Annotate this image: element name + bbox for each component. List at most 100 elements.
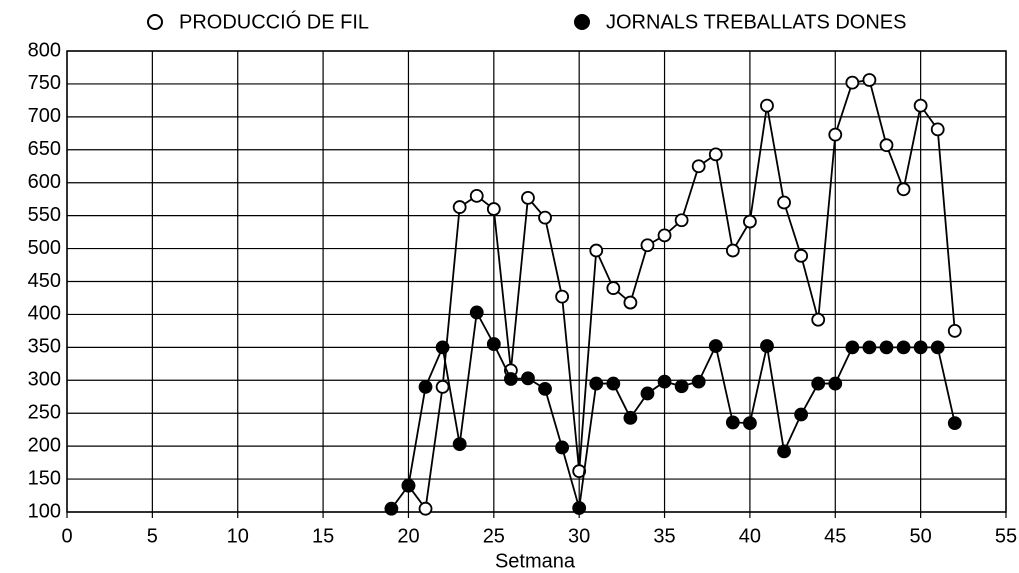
y-tick-label: 450 bbox=[28, 270, 61, 292]
data-point bbox=[913, 98, 928, 113]
x-tick-label: 5 bbox=[147, 525, 158, 547]
data-point bbox=[691, 374, 706, 389]
data-point bbox=[521, 190, 535, 205]
data-point bbox=[828, 127, 843, 142]
data-point bbox=[623, 410, 638, 425]
y-tick-label: 350 bbox=[28, 336, 61, 358]
data-point bbox=[589, 376, 604, 391]
data-point bbox=[760, 98, 774, 113]
x-tick-label: 10 bbox=[227, 525, 249, 547]
x-tick-label: 40 bbox=[739, 525, 761, 547]
data-point bbox=[879, 340, 894, 355]
y-tick-label: 250 bbox=[28, 401, 61, 423]
x-tick-label: 35 bbox=[653, 525, 675, 547]
data-point bbox=[862, 340, 877, 355]
y-tick-label: 650 bbox=[28, 138, 61, 160]
legend-marker bbox=[574, 14, 590, 30]
data-point bbox=[589, 243, 604, 258]
series-line bbox=[390, 309, 956, 510]
y-tick-label: 550 bbox=[28, 204, 61, 226]
y-tick-label: 300 bbox=[28, 369, 61, 391]
legend-label: PRODUCCIÓ DE FIL bbox=[179, 10, 369, 33]
data-point bbox=[486, 202, 501, 216]
data-point bbox=[469, 305, 484, 320]
data-point bbox=[452, 437, 467, 452]
data-point bbox=[947, 416, 962, 430]
data-point bbox=[503, 372, 518, 386]
data-point bbox=[674, 213, 689, 228]
data-point bbox=[777, 444, 791, 459]
y-tick-label: 150 bbox=[28, 467, 61, 489]
y-tick-label: 800 bbox=[28, 39, 61, 61]
data-point bbox=[811, 312, 826, 327]
data-point bbox=[725, 415, 740, 430]
data-point bbox=[794, 248, 809, 263]
data-point bbox=[623, 295, 638, 310]
data-point bbox=[572, 501, 587, 515]
data-point bbox=[401, 478, 416, 493]
data-point bbox=[794, 407, 809, 422]
data-point bbox=[708, 339, 723, 353]
data-point bbox=[640, 238, 655, 253]
data-point bbox=[418, 501, 433, 516]
data-point bbox=[862, 73, 877, 87]
y-tick-label: 500 bbox=[28, 237, 61, 259]
y-tick-label: 700 bbox=[28, 105, 61, 127]
data-point bbox=[657, 228, 672, 243]
x-tick-label: 30 bbox=[568, 525, 590, 547]
data-point bbox=[521, 371, 535, 386]
data-point bbox=[828, 376, 843, 391]
data-point bbox=[606, 281, 621, 295]
data-point bbox=[538, 210, 552, 225]
data-point bbox=[777, 195, 791, 210]
data-point bbox=[640, 386, 655, 401]
data-point bbox=[606, 376, 621, 391]
data-point bbox=[811, 376, 826, 391]
data-point bbox=[930, 122, 945, 137]
data-point bbox=[538, 381, 552, 396]
data-point bbox=[384, 501, 399, 516]
y-tick-label: 750 bbox=[28, 72, 61, 94]
x-axis-label: Setmana bbox=[495, 550, 576, 572]
data-point bbox=[743, 214, 757, 229]
data-point bbox=[469, 188, 484, 203]
data-point bbox=[760, 339, 774, 353]
data-point bbox=[555, 440, 570, 455]
data-point bbox=[743, 416, 757, 430]
x-tick-label: 55 bbox=[995, 525, 1017, 547]
plot-frame bbox=[66, 50, 1007, 513]
x-tick-label: 20 bbox=[397, 525, 419, 547]
data-point bbox=[708, 147, 723, 162]
y-tick-label: 100 bbox=[28, 500, 61, 522]
x-tick-label: 45 bbox=[824, 525, 846, 547]
data-point bbox=[896, 182, 911, 197]
data-point bbox=[674, 379, 689, 394]
data-point bbox=[879, 138, 894, 153]
data-point bbox=[845, 340, 860, 355]
data-point bbox=[845, 75, 860, 90]
data-point bbox=[435, 340, 450, 355]
data-point bbox=[486, 337, 501, 351]
data-point bbox=[572, 464, 587, 479]
x-tick-label: 0 bbox=[61, 525, 72, 547]
data-point bbox=[555, 289, 570, 304]
data-point bbox=[913, 340, 928, 355]
data-point bbox=[657, 374, 672, 389]
data-point bbox=[896, 340, 911, 355]
data-point bbox=[930, 340, 945, 355]
x-tick-label: 25 bbox=[483, 525, 505, 547]
data-point bbox=[947, 323, 962, 338]
data-point bbox=[435, 379, 450, 394]
data-point bbox=[452, 200, 467, 214]
data-point bbox=[418, 379, 433, 394]
y-tick-label: 200 bbox=[28, 434, 61, 456]
x-tick-label: 15 bbox=[312, 525, 334, 547]
data-point bbox=[691, 159, 706, 174]
series-line bbox=[407, 78, 956, 512]
legend-label: JORNALS TREBALLATS DONES bbox=[606, 11, 906, 33]
y-tick-label: 400 bbox=[28, 303, 61, 325]
legend-marker bbox=[147, 14, 163, 30]
x-tick-label: 50 bbox=[910, 525, 932, 547]
data-point bbox=[725, 243, 740, 258]
